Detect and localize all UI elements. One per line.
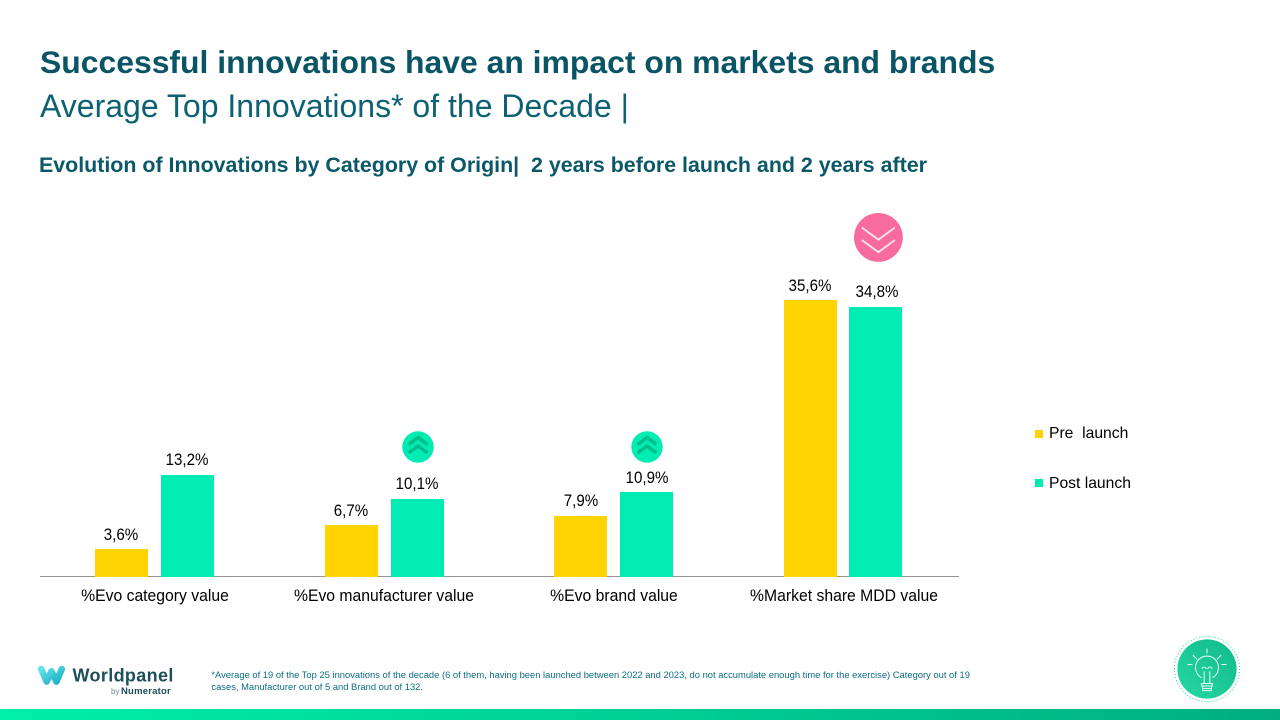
- svg-text:Worldpanel: Worldpanel: [73, 666, 174, 686]
- svg-text:Numerator: Numerator: [121, 686, 171, 697]
- svg-text:by: by: [111, 687, 119, 696]
